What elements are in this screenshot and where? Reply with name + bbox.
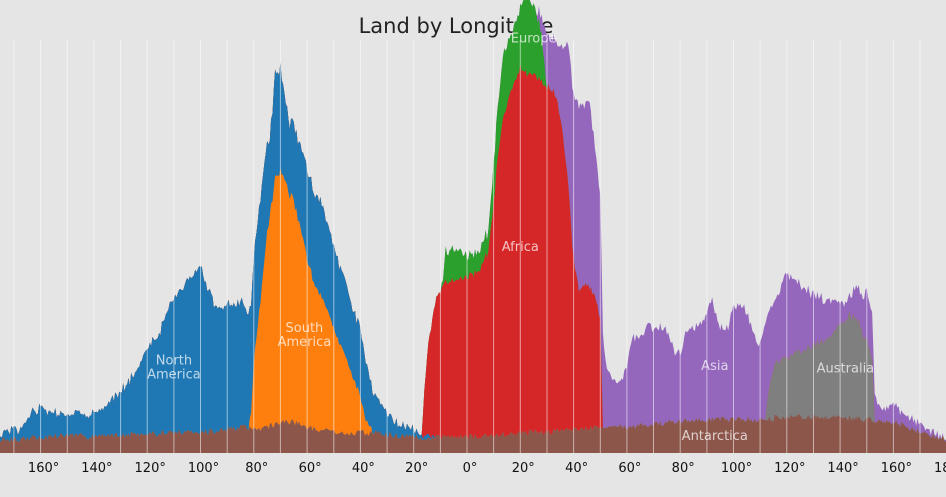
x-tick-label: 80° — [672, 461, 695, 476]
region-label-asia: Asia — [701, 359, 728, 374]
x-tick-label: 80° — [245, 461, 268, 476]
x-tick-label: 140° — [827, 461, 858, 476]
x-tick-label: 40° — [565, 461, 588, 476]
region-label-australia: Australia — [817, 362, 875, 377]
x-tick-label: 120° — [774, 461, 805, 476]
x-axis-ticks: 160° 140° 120° 100° 80° 60° 40° 20° 0° 20° 40° 60° 8… — [28, 461, 946, 476]
region-label-africa: Africa — [502, 240, 539, 255]
x-tick-label: 40° — [352, 461, 375, 476]
x-tick-label: 60° — [299, 461, 322, 476]
x-tick-label: 0° — [463, 461, 478, 476]
x-tick-label: 120° — [135, 461, 166, 476]
region-label-antarctica: Antarctica — [682, 429, 748, 444]
x-tick-label: 100° — [188, 461, 219, 476]
gridlines — [13, 40, 921, 453]
region-label-south-america: South America — [278, 321, 332, 350]
area-north-america — [0, 62, 946, 453]
x-tick-label: 180° — [934, 461, 946, 476]
stacked-areas — [0, 0, 946, 453]
region-labels: Antarctica Australia South America North Amer… — [147, 32, 874, 444]
x-tick-label: 20° — [405, 461, 428, 476]
x-tick-label: 60° — [618, 461, 641, 476]
x-tick-label: 140° — [81, 461, 112, 476]
x-tick-label: 160° — [28, 461, 59, 476]
x-tick-label: 20° — [512, 461, 535, 476]
region-label-europe: Europe — [511, 32, 557, 47]
x-tick-label: 100° — [721, 461, 752, 476]
area-antarctica — [0, 414, 946, 453]
region-label-north-america: North America — [147, 353, 201, 382]
x-tick-label: 160° — [881, 461, 912, 476]
